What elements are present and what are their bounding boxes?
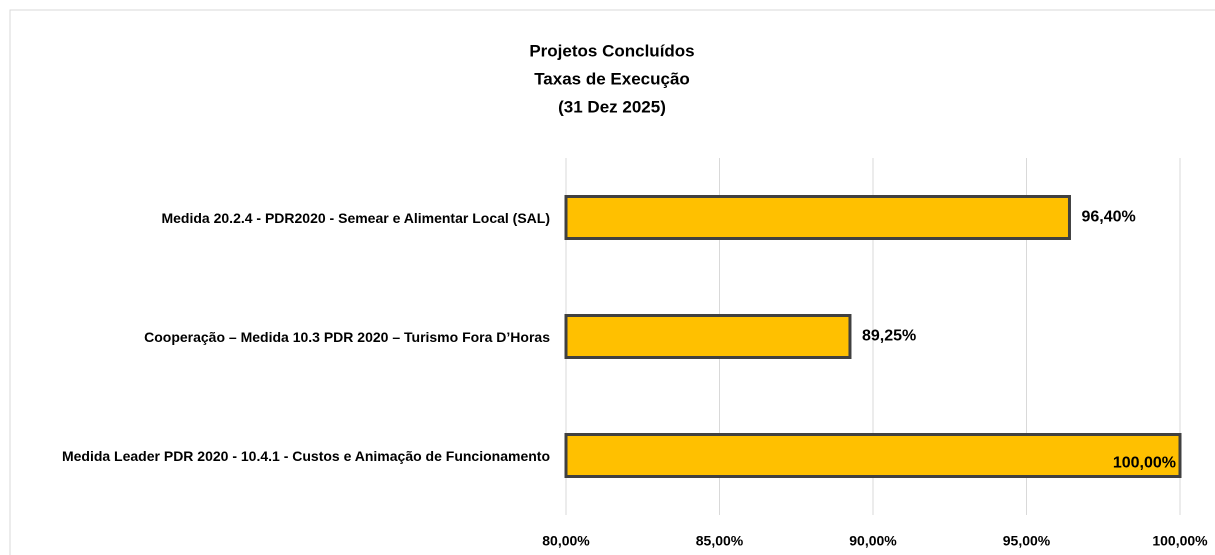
chart-title: (31 Dez 2025) [558, 97, 666, 116]
x-tick-label: 90,00% [849, 533, 897, 549]
x-tick-label: 100,00% [1152, 533, 1208, 549]
x-tick-label: 95,00% [1003, 533, 1051, 549]
y-tick-label: Medida Leader PDR 2020 - 10.4.1 - Custos… [61, 447, 550, 464]
chart-border [9, 9, 1215, 555]
bar [564, 195, 1071, 240]
bar [564, 433, 1182, 478]
value-label: 89,25% [862, 328, 916, 345]
y-tick-label: Medida 20.2.4 - PDR2020 - Semear e Alime… [161, 209, 550, 226]
bar [564, 314, 852, 359]
chart-title: Projetos Concluídos [529, 41, 694, 60]
x-tick-label: 85,00% [696, 533, 744, 549]
chart-title: Taxas de Execução [534, 69, 690, 88]
x-tick-label: 80,00% [542, 533, 590, 549]
y-tick-label: Cooperação – Medida 10.3 PDR 2020 – Turi… [144, 328, 550, 345]
value-label: 96,40% [1081, 209, 1135, 226]
value-label: 100,00% [1113, 455, 1176, 472]
